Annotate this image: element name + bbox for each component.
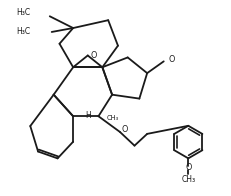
Text: H₃C: H₃C: [16, 8, 30, 17]
Text: O: O: [167, 55, 174, 64]
Text: O: O: [90, 51, 96, 60]
Text: O: O: [184, 163, 191, 172]
Text: O: O: [121, 125, 127, 134]
Text: CH₃: CH₃: [106, 115, 118, 122]
Text: H: H: [85, 111, 91, 120]
Text: CH₃: CH₃: [180, 175, 195, 184]
Text: H₃C: H₃C: [16, 27, 30, 36]
